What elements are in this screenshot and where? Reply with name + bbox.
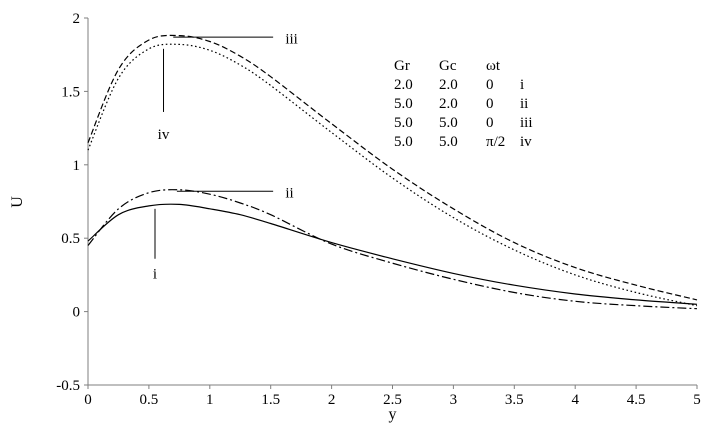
x-tick-label: 0 [84,392,92,408]
legend-row-ii: 5.0 2.0 0 ii [394,95,533,114]
x-tick-label: 0.5 [140,392,159,408]
y-tick-label: 1 [73,158,81,174]
legend-header-gr: Gr [394,58,410,74]
legend-cell-gc: 2.0 [439,77,458,93]
annotation-label-i: i [153,266,157,282]
chart-legend: Gr Gc ωt 2.0 2.0 0 i 5.0 2.0 0 ii 5.0 5.… [394,57,533,152]
x-axis-title: y [388,406,397,423]
y-axis-title: U [8,196,26,208]
annotation-label-iv: iv [158,127,170,143]
legend-cell-series: iii [520,115,533,131]
legend-header-row: Gr Gc ωt [394,57,533,76]
y-tick-label: 0.5 [61,231,80,247]
x-tick-label: 2.5 [383,392,402,408]
legend-cell-gc: 5.0 [439,134,458,150]
legend-cell-series: ii [520,96,529,112]
legend-header-wt: ωt [486,58,501,74]
annotation-label-ii: ii [285,186,293,202]
legend-cell-gr: 5.0 [394,115,413,131]
legend-row-iii: 5.0 5.0 0 iii [394,114,533,133]
legend-cell-gr: 5.0 [394,134,413,150]
legend-cell-wt: π/2 [486,134,506,150]
x-tick-label: 3 [450,392,458,408]
x-tick-label: 3.5 [505,392,524,408]
legend-cell-gc: 2.0 [439,96,458,112]
y-tick-label: -0.5 [56,378,80,394]
curve-iv [87,43,698,307]
legend-cell-wt: 0 [486,77,494,93]
x-tick-label: 4 [571,392,579,408]
legend-cell-gc: 5.0 [439,115,458,131]
legend-cell-wt: 0 [486,115,494,131]
x-tick-label: 4.5 [627,392,646,408]
legend-row-iv: 5.0 5.0 π/2 iv [394,133,533,152]
annotation-label-iii: iii [285,32,298,48]
x-tick-label: 1 [206,392,214,408]
x-tick-label: 5 [693,392,701,408]
curve-i [87,203,698,305]
y-tick-label: 2 [73,11,81,27]
y-tick-label: 0 [73,305,81,321]
legend-cell-gr: 5.0 [394,96,413,112]
legend-cell-series: i [520,77,525,93]
curve-iii [87,34,698,301]
curve-ii [87,189,698,310]
legend-cell-series: iv [520,134,532,150]
legend-cell-wt: 0 [486,96,494,112]
y-tick-label: 1.5 [61,84,80,100]
x-tick-label: 2 [328,392,336,408]
legend-header-gc: Gc [439,58,457,74]
x-tick-label: 1.5 [261,392,280,408]
legend-cell-gr: 2.0 [394,77,413,93]
legend-row-i: 2.0 2.0 0 i [394,76,533,95]
